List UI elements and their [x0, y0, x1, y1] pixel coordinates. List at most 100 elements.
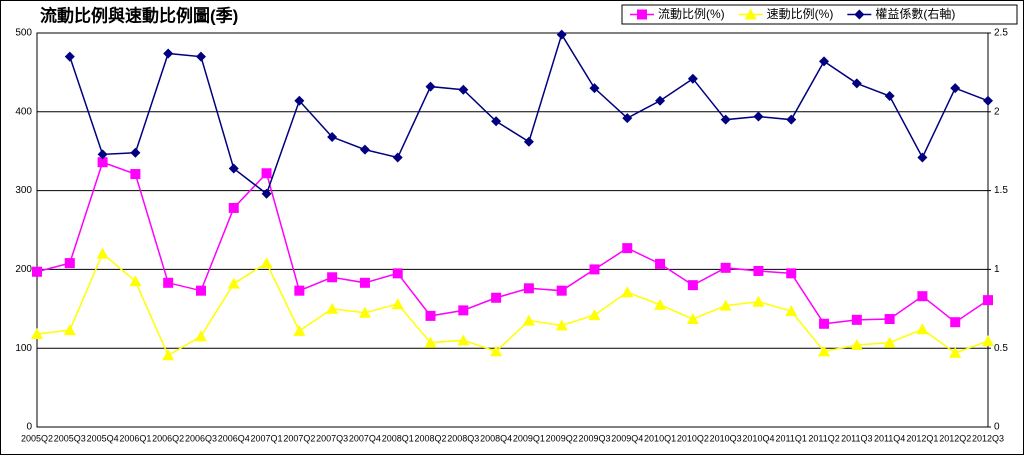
- marker: [327, 132, 338, 143]
- marker: [64, 258, 75, 269]
- x-tick-label: 2009Q1: [513, 433, 545, 443]
- marker: [686, 313, 699, 325]
- marker: [982, 335, 994, 347]
- marker: [916, 323, 929, 335]
- x-tick-label: 2006Q4: [218, 433, 250, 443]
- x-tick-label: 2008Q3: [447, 433, 479, 443]
- y-tick-label: 100: [15, 343, 32, 354]
- marker: [851, 314, 862, 325]
- x-tick-label: 2011Q3: [841, 433, 872, 443]
- marker: [556, 29, 567, 40]
- marker: [195, 285, 206, 296]
- marker: [719, 299, 732, 311]
- marker: [523, 136, 534, 147]
- legend-box: [621, 4, 1018, 25]
- marker: [293, 324, 306, 336]
- marker: [950, 83, 961, 94]
- marker: [162, 349, 175, 361]
- marker: [720, 262, 731, 273]
- marker: [884, 91, 895, 102]
- marker: [556, 285, 567, 296]
- marker: [883, 336, 896, 348]
- marker: [720, 114, 731, 125]
- marker: [655, 95, 666, 106]
- marker: [327, 272, 338, 283]
- x-tick-label: 2009Q2: [546, 433, 578, 443]
- marker: [458, 305, 469, 316]
- marker: [687, 280, 698, 291]
- x-tick-label: 2010Q4: [742, 433, 774, 443]
- y2-tick-label: 2: [994, 106, 1000, 117]
- x-tick-label: 2012Q2: [939, 433, 971, 443]
- x-tick-label: 2005Q3: [54, 433, 86, 443]
- x-tick-label: 2005Q4: [87, 433, 119, 443]
- marker: [391, 298, 404, 310]
- marker: [261, 188, 272, 199]
- marker: [850, 339, 863, 351]
- marker: [621, 286, 634, 298]
- x-tick-label: 2006Q1: [119, 433, 151, 443]
- marker: [589, 83, 600, 94]
- marker: [163, 277, 174, 288]
- marker: [64, 51, 75, 62]
- legend-label: 權益係數(右軸): [875, 6, 955, 21]
- y2-tick-label: 0.5: [994, 343, 1008, 354]
- marker: [163, 48, 174, 59]
- x-tick-label: 2008Q4: [480, 433, 512, 443]
- marker: [622, 113, 633, 124]
- marker: [523, 283, 534, 294]
- marker: [687, 73, 698, 84]
- marker: [753, 265, 764, 276]
- marker: [392, 268, 403, 279]
- marker: [785, 305, 798, 317]
- marker: [129, 275, 142, 287]
- marker: [194, 330, 207, 342]
- marker: [358, 306, 371, 318]
- marker: [32, 266, 42, 277]
- legend-label: 速動比例(%): [767, 7, 834, 21]
- marker: [359, 144, 370, 155]
- marker: [97, 149, 108, 160]
- y-tick-label: 0: [26, 422, 32, 433]
- x-tick-label: 2010Q1: [644, 433, 676, 443]
- legend-marker: [854, 9, 865, 20]
- marker: [195, 51, 206, 62]
- marker: [588, 309, 601, 321]
- x-tick-label: 2011Q1: [776, 433, 807, 443]
- marker: [819, 318, 830, 329]
- marker: [983, 295, 993, 306]
- marker: [260, 257, 273, 269]
- y2-tick-label: 2.5: [994, 28, 1008, 39]
- x-tick-label: 2007Q3: [316, 433, 348, 443]
- marker: [130, 147, 141, 158]
- x-tick-label: 2007Q2: [283, 433, 315, 443]
- marker: [655, 258, 666, 269]
- marker: [654, 298, 667, 310]
- marker: [950, 317, 961, 328]
- marker: [130, 169, 141, 180]
- marker: [392, 152, 403, 163]
- x-tick-label: 2007Q4: [349, 433, 381, 443]
- marker: [818, 345, 831, 357]
- marker: [227, 277, 240, 289]
- legend-label: 流動比例(%): [658, 7, 725, 21]
- x-tick-label: 2008Q2: [415, 433, 447, 443]
- y2-tick-label: 0: [994, 422, 1000, 433]
- marker: [63, 324, 76, 336]
- plot-area: [36, 32, 989, 428]
- series-line: [36, 252, 989, 357]
- marker: [31, 328, 43, 340]
- y-tick-label: 500: [15, 28, 32, 39]
- marker: [425, 310, 436, 321]
- x-tick-label: 2008Q1: [382, 433, 414, 443]
- marker: [917, 152, 928, 163]
- marker: [752, 295, 765, 307]
- y-tick-label: 400: [15, 106, 32, 117]
- x-tick-label: 2011Q2: [808, 433, 839, 443]
- marker: [424, 336, 437, 348]
- marker: [457, 334, 470, 346]
- marker: [949, 346, 962, 358]
- x-tick-label: 2012Q3: [972, 433, 1004, 443]
- marker: [326, 302, 339, 314]
